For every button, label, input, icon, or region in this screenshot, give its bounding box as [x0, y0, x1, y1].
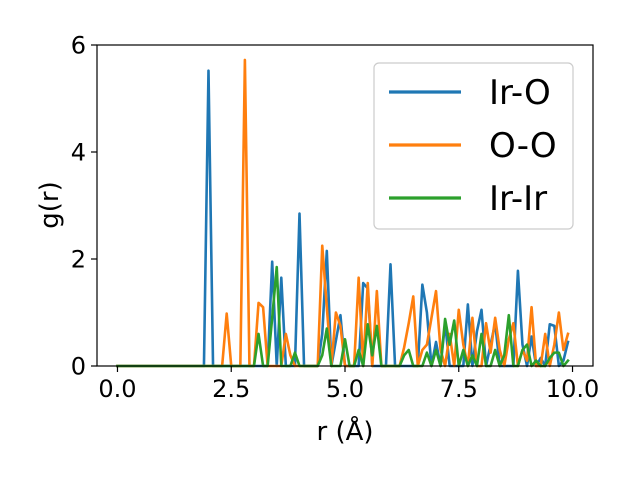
y-axis-label: g(r) — [35, 181, 65, 228]
x-axis-label: r (Å) — [316, 415, 373, 447]
x-axis: 0.0 2.5 5.0 7.5 10.0 — [98, 366, 599, 403]
x-tick-label: 0.0 — [98, 375, 136, 403]
legend-box — [373, 62, 574, 230]
x-tick-label: 7.5 — [440, 375, 478, 403]
x-tick-label: 5.0 — [326, 375, 364, 403]
legend-label-ir-ir: Ir-Ir — [489, 179, 547, 219]
legend-label-ir-o: Ir-O — [489, 73, 551, 113]
x-tick-label: 10.0 — [546, 375, 599, 403]
x-tick-label: 2.5 — [212, 375, 250, 403]
series-line-ir-o — [116, 69, 570, 368]
y-tick-label: 4 — [71, 139, 86, 167]
y-axis: 0 2 4 6 — [71, 32, 97, 381]
y-tick-label: 6 — [71, 32, 86, 60]
series-line-o-o — [116, 58, 570, 368]
y-tick-label: 2 — [71, 246, 86, 274]
y-tick-label: 0 — [71, 353, 86, 381]
legend: Ir-O O-O Ir-Ir — [373, 62, 574, 230]
legend-label-o-o: O-O — [489, 126, 557, 166]
